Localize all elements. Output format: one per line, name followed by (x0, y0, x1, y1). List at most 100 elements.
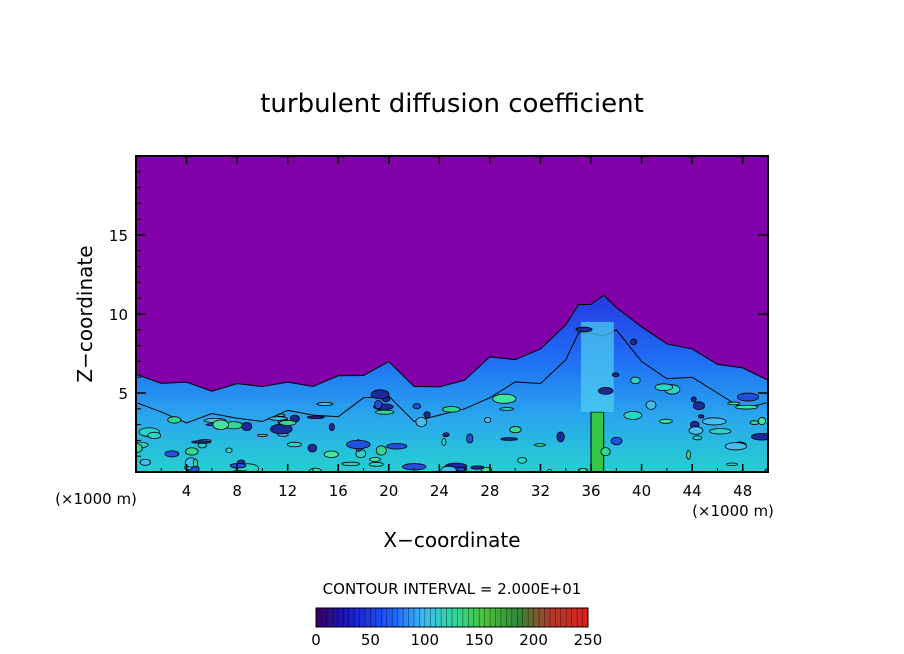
plume-column (580, 321, 614, 412)
contour-patch (688, 426, 704, 435)
contour-patch (306, 415, 325, 419)
x-tick-label: 16 (329, 482, 348, 500)
contour-patch (185, 447, 199, 456)
x-axis-label: X−coordinate (383, 528, 520, 552)
y-axis-label: Z−coordinate (73, 245, 97, 382)
contour-patch (749, 420, 760, 426)
contour-patch (386, 442, 408, 450)
contour-patch (374, 409, 395, 415)
x-tick-label: 36 (581, 482, 600, 500)
contour-patches (136, 326, 768, 472)
colorbar-tick-label: 200 (519, 631, 548, 649)
contour-patch (734, 404, 759, 410)
contour-patch (328, 423, 335, 431)
contour-patch (341, 461, 361, 466)
x-tick-label: 32 (531, 482, 550, 500)
contour-patch (500, 437, 518, 441)
x-tick-label: 44 (683, 482, 702, 500)
y-tick-label: 10 (109, 306, 128, 324)
contour-patch (147, 431, 162, 440)
contour-patch (466, 433, 474, 444)
contour-patch (440, 465, 457, 472)
contour-patch (442, 432, 450, 438)
contour-patch (369, 457, 382, 462)
contour-patch (724, 442, 748, 451)
x-axis: 4 8 12 16 20 24 28 32 36 40 44 48 (160, 156, 752, 500)
contour-patch (659, 418, 673, 424)
contour-patch (556, 431, 565, 443)
contour-patch (441, 438, 447, 446)
contour-patch (630, 376, 641, 385)
contour-patch (736, 392, 760, 402)
x-tick-label: 12 (278, 482, 297, 500)
contour-patch (191, 440, 212, 444)
contour-patch (697, 414, 705, 419)
contour-patch (692, 435, 703, 441)
contour-patch (492, 393, 517, 404)
plume-core (590, 411, 605, 472)
turbulent-inner-contour (136, 329, 768, 424)
contour-patch (136, 443, 143, 453)
y-axis: 5 10 15 (109, 171, 768, 457)
contour-patch (630, 338, 638, 346)
contour-patch (346, 439, 371, 450)
x-tick-label: 8 (232, 482, 242, 500)
contour-patch (412, 403, 422, 410)
contour-patch (575, 326, 593, 333)
x-tick-label: 48 (733, 482, 752, 500)
contour-patch (241, 421, 253, 432)
x-unit-right: (×1000 m) (692, 502, 774, 520)
contour-patch (423, 411, 431, 418)
contour-patch (375, 445, 387, 456)
contour-patch (167, 416, 182, 424)
contour-interval-note: CONTOUR INTERVAL = 2.000E+01 (323, 580, 582, 598)
contour-patch (374, 400, 383, 410)
x-tick-label: 20 (379, 482, 398, 500)
contour-patch (686, 450, 691, 460)
contour-patch (316, 401, 334, 406)
colorbar-tick-label: 150 (465, 631, 494, 649)
contour-patch (212, 419, 229, 430)
contour-patch (139, 458, 151, 466)
contour-patch (442, 406, 461, 413)
x-tick-label: 4 (182, 482, 192, 500)
contour-patch (307, 443, 318, 453)
contour-patch (517, 457, 528, 464)
contour-patch (709, 428, 732, 435)
contour-patch (256, 433, 269, 437)
contour-patch (509, 426, 522, 434)
contour-patch (323, 450, 339, 458)
y-tick-label: 15 (109, 227, 128, 245)
x-tick-label: 24 (430, 482, 449, 500)
x-unit-left: (×1000 m) (55, 490, 137, 508)
colorbar-contour-lines (315, 608, 589, 627)
contour-patch (701, 417, 727, 426)
contour-patch (470, 465, 485, 470)
colorbar-ticks: 0 50 100 150 200 250 (311, 631, 602, 649)
y-tick-label: 5 (118, 385, 128, 403)
contour-patch (623, 410, 643, 420)
contour-patch (750, 432, 768, 441)
contour-patch (278, 419, 297, 426)
x-tick-label: 28 (480, 482, 499, 500)
contour-patch (484, 417, 492, 423)
colorbar: 0 50 100 150 200 250 (311, 607, 602, 649)
contour-patch (690, 396, 697, 403)
contour-patch (368, 461, 384, 467)
colorbar-tick-label: 0 (311, 631, 321, 649)
contour-patch (229, 462, 247, 469)
contour-patch (164, 450, 180, 458)
contour-patch (225, 447, 233, 454)
contour-patch (610, 436, 623, 446)
contour-patch (415, 416, 428, 428)
colorbar-tick-label: 100 (410, 631, 439, 649)
contour-patch (692, 401, 705, 411)
contour-patch (277, 413, 286, 417)
contour-patch (758, 416, 766, 426)
contour-patch (192, 458, 198, 468)
colorbar-tick-label: 250 (574, 631, 603, 649)
contour-patch (727, 401, 741, 406)
contour-patch (499, 407, 514, 411)
contour-patch (268, 416, 288, 421)
